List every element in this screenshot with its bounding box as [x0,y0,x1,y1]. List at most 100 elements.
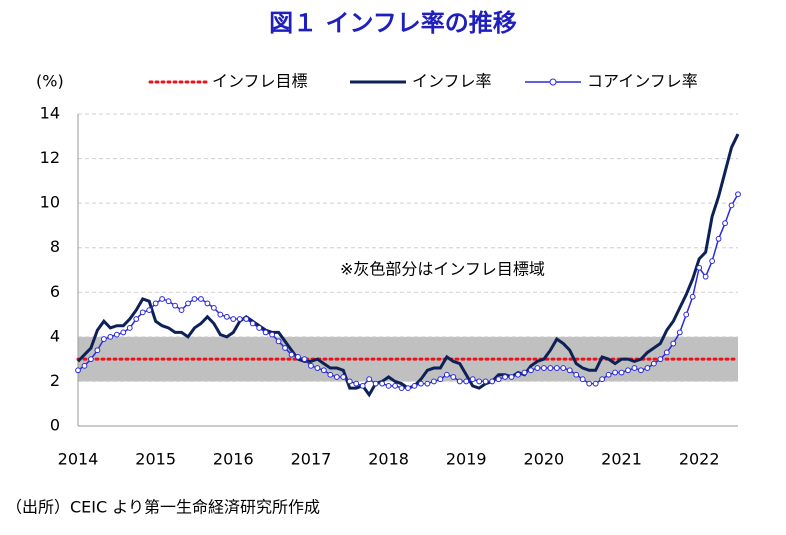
series-marker [586,380,593,387]
series-marker [379,380,386,387]
series-marker [579,376,586,383]
y-axis-label: (%) [36,72,64,91]
series-marker [230,316,237,322]
x-tick-label: 2015 [135,450,176,469]
series-marker [223,313,230,320]
series-marker [295,354,301,360]
x-tick-label: 2018 [368,450,409,469]
series-marker [443,371,450,378]
series-marker [625,367,631,374]
series-marker [722,220,728,227]
series-marker [715,235,722,242]
series-marker [133,316,140,322]
series-marker [113,331,120,338]
y-tick-label: 4 [50,326,60,345]
series-marker [217,311,224,318]
series-marker [696,264,703,271]
series-marker [392,382,398,389]
series-marker [405,385,411,392]
series-marker [469,376,476,383]
series-marker [689,293,696,300]
legend: インフレ目標 インフレ率 コアインフレ率 [148,72,698,91]
series-marker [502,374,508,380]
series-marker [631,365,638,371]
y-tick-label: 8 [50,237,60,256]
x-tick-label: 2014 [58,450,99,469]
series-marker [566,367,573,374]
series-marker [644,365,651,371]
series-marker [333,374,340,380]
series-marker [275,338,282,345]
series-marker [521,369,528,376]
series-marker [185,300,191,307]
legend-label: コアインフレ率 [587,72,698,91]
series-marker [249,320,256,327]
source-note: （出所）CEIC より第一生命経済研究所作成 [6,498,320,517]
y-tick-label: 2 [50,371,60,390]
series-marker [599,376,606,383]
annotation: ※灰色部分はインフレ目標域 [340,260,545,279]
series-marker [528,367,534,374]
legend-label: インフレ率 [412,72,492,91]
series-marker [553,365,560,371]
series-marker [165,298,172,305]
series-marker [728,202,735,209]
x-tick-label: 2017 [291,450,332,469]
series-marker [236,316,243,322]
legend-label: インフレ目標 [212,72,308,91]
series-marker [540,365,547,371]
series-marker [618,369,625,376]
series-marker [120,329,127,336]
series-marker [650,360,657,367]
series-marker [398,385,405,392]
series-marker [301,356,308,363]
series-marker [411,382,418,389]
series-marker [159,296,166,302]
series-marker [178,307,185,314]
series-marker [450,374,457,380]
series-marker [663,349,670,356]
x-tick-label: 2021 [601,450,642,469]
series-marker [107,333,114,340]
series-marker [560,365,567,371]
y-tick-label: 10 [40,193,60,212]
series-marker [314,365,321,371]
series-marker [282,345,288,351]
series-marker [735,191,741,198]
series-marker [146,307,153,314]
series-marker [430,378,437,385]
series-marker [385,382,392,389]
series-marker [657,356,664,363]
series-marker [534,365,541,371]
series-marker [482,378,489,385]
series-marker [476,378,483,385]
y-tick-label: 6 [50,282,60,301]
series-marker [269,331,276,338]
series-marker [456,378,463,385]
series-marker [243,316,250,322]
series-marker [463,378,470,385]
series-marker [172,302,178,309]
series-marker [256,325,263,331]
series-marker [372,380,379,387]
series-marker [340,374,347,380]
series-marker [592,380,599,387]
series-marker [139,309,146,316]
series-marker [489,378,496,385]
series-marker [94,347,101,354]
legend-marker [549,78,557,86]
series-marker [327,371,334,378]
series-marker [605,371,612,378]
series-marker [424,380,431,387]
chart-title: 図１ インフレ率の推移 [269,9,517,37]
series-marker [308,362,314,369]
series-marker [612,369,618,376]
series-marker [670,340,677,347]
series-marker [262,329,269,336]
series-marker [359,382,366,389]
y-tick-label: 12 [40,148,60,167]
series-marker [320,367,327,374]
series-marker [353,380,360,387]
x-tick-label: 2016 [213,450,254,469]
